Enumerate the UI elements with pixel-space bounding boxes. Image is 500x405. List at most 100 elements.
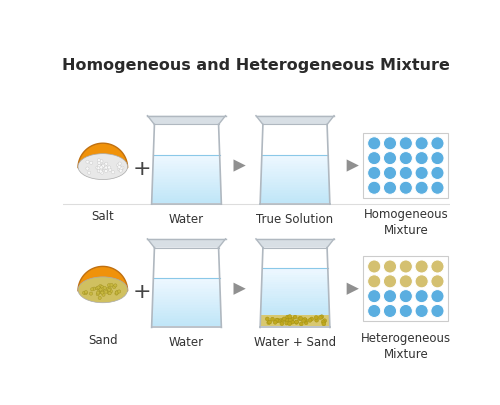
Circle shape (286, 315, 290, 319)
FancyBboxPatch shape (363, 256, 448, 322)
Polygon shape (262, 157, 328, 159)
Circle shape (90, 288, 94, 291)
Circle shape (288, 322, 292, 326)
Circle shape (98, 296, 102, 300)
Polygon shape (261, 308, 329, 311)
Polygon shape (153, 163, 220, 165)
Circle shape (400, 275, 412, 288)
Polygon shape (152, 321, 221, 323)
Circle shape (431, 275, 444, 288)
Circle shape (294, 320, 298, 324)
Polygon shape (152, 302, 220, 304)
Polygon shape (260, 187, 330, 189)
Circle shape (368, 152, 381, 165)
Circle shape (110, 290, 112, 293)
Circle shape (266, 317, 269, 321)
Polygon shape (260, 195, 330, 197)
Circle shape (400, 290, 412, 303)
Circle shape (88, 172, 91, 175)
Polygon shape (261, 178, 329, 179)
Circle shape (97, 159, 100, 162)
Polygon shape (262, 273, 328, 275)
Polygon shape (261, 181, 329, 182)
Circle shape (318, 316, 322, 320)
Circle shape (90, 292, 92, 296)
Circle shape (290, 320, 294, 324)
Polygon shape (152, 305, 220, 307)
Polygon shape (262, 285, 328, 287)
Circle shape (108, 287, 112, 290)
Polygon shape (261, 303, 329, 306)
Circle shape (99, 285, 102, 288)
FancyBboxPatch shape (363, 134, 448, 199)
Polygon shape (260, 192, 330, 194)
Polygon shape (152, 310, 221, 312)
Polygon shape (152, 195, 221, 197)
Circle shape (82, 292, 86, 295)
Polygon shape (152, 313, 221, 315)
Polygon shape (260, 202, 330, 203)
Circle shape (320, 315, 324, 319)
Polygon shape (78, 144, 128, 168)
Polygon shape (260, 311, 330, 313)
Circle shape (119, 169, 122, 172)
Circle shape (99, 288, 102, 292)
Circle shape (276, 318, 279, 322)
Circle shape (303, 318, 306, 322)
Polygon shape (261, 315, 329, 326)
Polygon shape (153, 281, 220, 283)
Polygon shape (152, 187, 221, 189)
Circle shape (368, 182, 381, 195)
Circle shape (368, 260, 381, 273)
Circle shape (100, 288, 103, 291)
Polygon shape (152, 189, 221, 190)
Polygon shape (262, 292, 328, 294)
Text: +: + (133, 158, 152, 178)
Circle shape (284, 321, 288, 325)
Polygon shape (260, 313, 330, 315)
Circle shape (384, 290, 396, 303)
Circle shape (103, 287, 106, 290)
Circle shape (104, 166, 108, 170)
Polygon shape (152, 318, 221, 320)
Circle shape (270, 318, 274, 321)
Text: Homogeneous
Mixture: Homogeneous Mixture (364, 208, 448, 237)
Polygon shape (153, 290, 220, 291)
Polygon shape (262, 271, 328, 273)
Polygon shape (262, 170, 328, 171)
Polygon shape (153, 294, 220, 296)
Circle shape (431, 137, 444, 150)
Circle shape (415, 182, 428, 195)
Circle shape (117, 164, 120, 167)
Polygon shape (256, 239, 334, 248)
Polygon shape (78, 267, 128, 291)
Polygon shape (153, 165, 220, 166)
Circle shape (118, 290, 120, 293)
Polygon shape (260, 197, 330, 198)
Polygon shape (153, 166, 220, 168)
Circle shape (400, 260, 412, 273)
Circle shape (97, 167, 100, 171)
Circle shape (415, 305, 428, 318)
Circle shape (314, 316, 318, 320)
Polygon shape (154, 278, 220, 280)
Circle shape (322, 322, 326, 326)
Circle shape (106, 288, 110, 291)
Polygon shape (152, 307, 220, 309)
Circle shape (276, 319, 280, 323)
Circle shape (84, 291, 87, 294)
Circle shape (100, 291, 103, 294)
Polygon shape (153, 292, 220, 294)
Circle shape (308, 319, 312, 322)
Circle shape (100, 172, 103, 175)
Polygon shape (260, 198, 330, 200)
Circle shape (290, 318, 294, 322)
Circle shape (400, 305, 412, 318)
Circle shape (384, 260, 396, 273)
Polygon shape (152, 301, 220, 302)
Circle shape (368, 137, 381, 150)
Circle shape (118, 168, 121, 172)
Circle shape (116, 291, 118, 294)
Polygon shape (260, 194, 330, 195)
Circle shape (304, 318, 308, 322)
